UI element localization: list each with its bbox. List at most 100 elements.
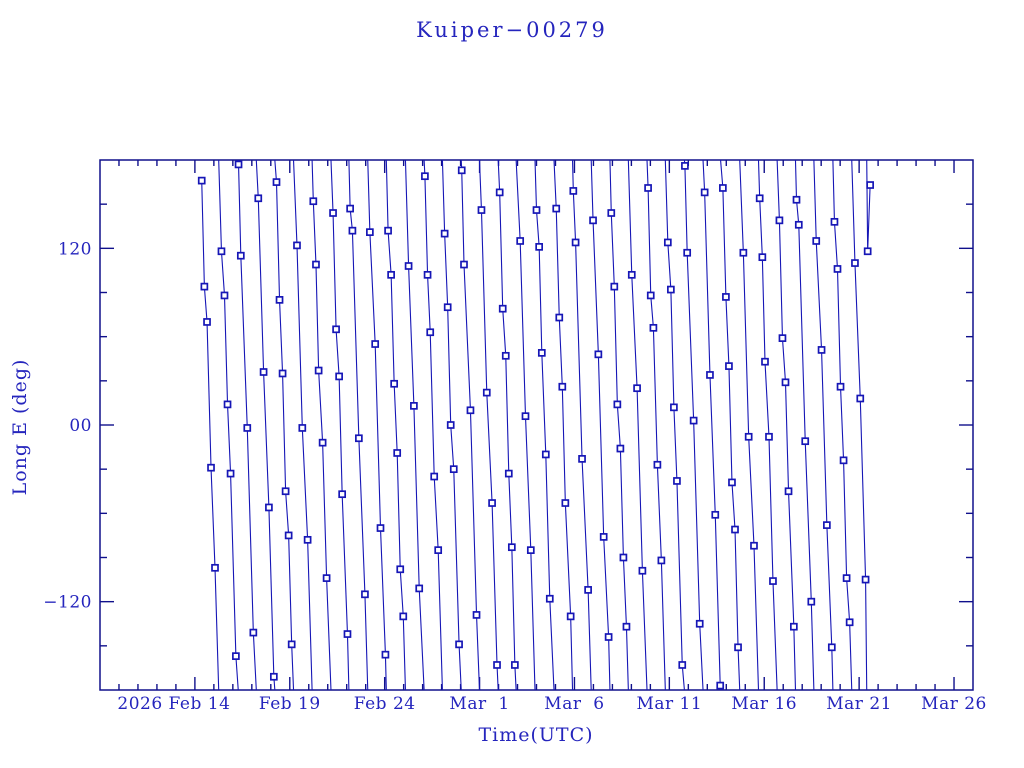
- data-point-marker: [203, 318, 211, 326]
- data-point-marker: [269, 672, 278, 681]
- data-point-marker: [789, 622, 798, 631]
- data-point-marker: [443, 303, 452, 312]
- data-point-marker: [644, 184, 652, 192]
- data-point-marker: [430, 472, 439, 481]
- data-point-marker: [396, 565, 405, 574]
- data-point-marker: [739, 248, 748, 257]
- data-point-marker: [545, 594, 554, 603]
- data-point-marker: [501, 351, 510, 360]
- data-point-marker: [449, 465, 458, 474]
- data-point-marker: [541, 450, 550, 459]
- data-point-marker: [298, 424, 307, 432]
- data-point-marker: [657, 556, 666, 565]
- data-point-marker: [667, 285, 675, 294]
- data-point-marker: [232, 652, 240, 660]
- data-point-marker: [689, 416, 698, 425]
- data-point-marker: [217, 247, 226, 256]
- data-point-marker: [466, 406, 475, 415]
- x-tick-label: Mar 16: [731, 694, 797, 714]
- data-point-marker: [434, 546, 443, 554]
- x-tick-label: Mar 1: [449, 694, 509, 714]
- data-point-marker: [236, 251, 245, 260]
- data-point-marker: [765, 432, 773, 441]
- data-point-marker: [197, 176, 206, 185]
- data-point-marker: [555, 313, 564, 322]
- data-point-marker: [495, 188, 504, 197]
- data-point-marker: [673, 477, 681, 485]
- data-point-marker: [613, 400, 622, 409]
- data-point-marker: [734, 643, 742, 652]
- data-point-marker: [610, 282, 619, 291]
- data-point-marker: [638, 566, 647, 575]
- data-point-marker: [460, 260, 468, 269]
- x-tick-label: Mar 26: [921, 694, 987, 714]
- data-point-marker: [455, 640, 463, 649]
- data-point-marker: [477, 206, 486, 214]
- data-point-marker: [526, 546, 535, 554]
- data-point-marker: [670, 403, 678, 412]
- data-point-marker: [493, 661, 501, 669]
- data-point-marker: [482, 388, 491, 397]
- data-point-marker: [711, 510, 720, 519]
- data-point-marker: [287, 640, 296, 649]
- data-point-marker: [281, 487, 290, 496]
- data-point-marker: [594, 350, 603, 359]
- data-point-marker: [393, 449, 402, 457]
- data-point-marker: [207, 463, 215, 472]
- data-point-marker: [265, 503, 273, 512]
- data-point-marker: [303, 535, 312, 544]
- data-point-marker: [272, 178, 281, 186]
- data-point-marker: [719, 184, 727, 192]
- data-point-marker: [507, 543, 516, 552]
- data-point-marker: [633, 384, 641, 393]
- data-point-marker: [254, 194, 263, 203]
- x-axis-label: Time(UTC): [478, 724, 593, 746]
- data-point-marker: [220, 291, 229, 300]
- data-point-marker: [552, 204, 561, 213]
- data-point-marker: [619, 553, 628, 562]
- data-point-marker: [716, 681, 725, 690]
- data-point-marker: [566, 612, 575, 621]
- data-point-marker: [423, 270, 432, 279]
- data-point-marker: [535, 243, 544, 251]
- x-tick-label: 2026 Feb 14: [117, 694, 230, 714]
- data-point-marker: [728, 478, 736, 487]
- data-point-marker: [234, 160, 243, 169]
- data-point-marker: [784, 487, 793, 496]
- data-point-marker: [801, 437, 810, 446]
- data-point-marker: [856, 394, 865, 403]
- data-point-marker: [472, 611, 481, 619]
- data-point-marker: [851, 259, 859, 267]
- data-point-marker: [399, 612, 408, 621]
- data-point-marker: [561, 499, 570, 507]
- data-point-marker: [750, 541, 758, 550]
- data-point-marker: [309, 197, 318, 206]
- data-point-marker: [817, 346, 826, 354]
- data-point-marker: [498, 304, 507, 313]
- data-point-marker: [511, 661, 519, 669]
- data-point-marker: [578, 455, 586, 463]
- chart-title: Kuiper−00279: [416, 18, 608, 42]
- data-point-marker: [558, 382, 567, 391]
- data-point-marker: [607, 209, 616, 217]
- data-point-marker: [700, 188, 709, 197]
- data-point-marker: [744, 432, 753, 441]
- data-point-marker: [863, 247, 872, 256]
- data-point-marker: [457, 166, 466, 175]
- data-point-marker: [683, 248, 692, 257]
- data-point-marker: [627, 270, 636, 279]
- data-point-marker: [761, 357, 769, 366]
- data-point-marker: [259, 368, 268, 376]
- data-point-marker: [211, 563, 219, 572]
- data-point-marker: [243, 424, 252, 432]
- data-point-marker: [521, 412, 530, 421]
- data-point-marker: [830, 217, 839, 226]
- data-point-marker: [440, 229, 449, 238]
- data-point-marker: [415, 584, 424, 593]
- data-point-marker: [278, 369, 287, 378]
- data-point-marker: [537, 349, 546, 357]
- data-point-marker: [343, 630, 352, 638]
- data-point-marker: [845, 618, 854, 627]
